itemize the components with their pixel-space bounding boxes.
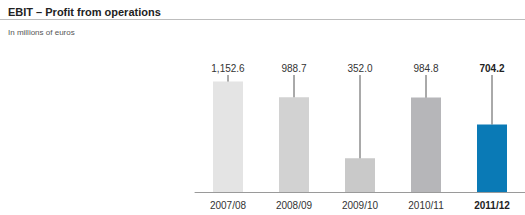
svg-text:352.0: 352.0 (347, 63, 372, 74)
svg-text:2010/11: 2010/11 (408, 200, 444, 211)
svg-text:2007/08: 2007/08 (210, 200, 247, 211)
svg-text:2008/09: 2008/09 (276, 200, 313, 211)
svg-text:2009/10: 2009/10 (342, 200, 379, 211)
svg-text:EBIT – Profit from operations: EBIT – Profit from operations (8, 6, 161, 18)
svg-text:In millions of euros: In millions of euros (8, 28, 75, 37)
svg-text:704.2: 704.2 (479, 63, 504, 74)
svg-text:1,152.6: 1,152.6 (211, 63, 245, 74)
svg-text:984.8: 984.8 (413, 63, 438, 74)
svg-text:2011/12: 2011/12 (474, 200, 510, 211)
svg-text:988.7: 988.7 (281, 63, 306, 74)
